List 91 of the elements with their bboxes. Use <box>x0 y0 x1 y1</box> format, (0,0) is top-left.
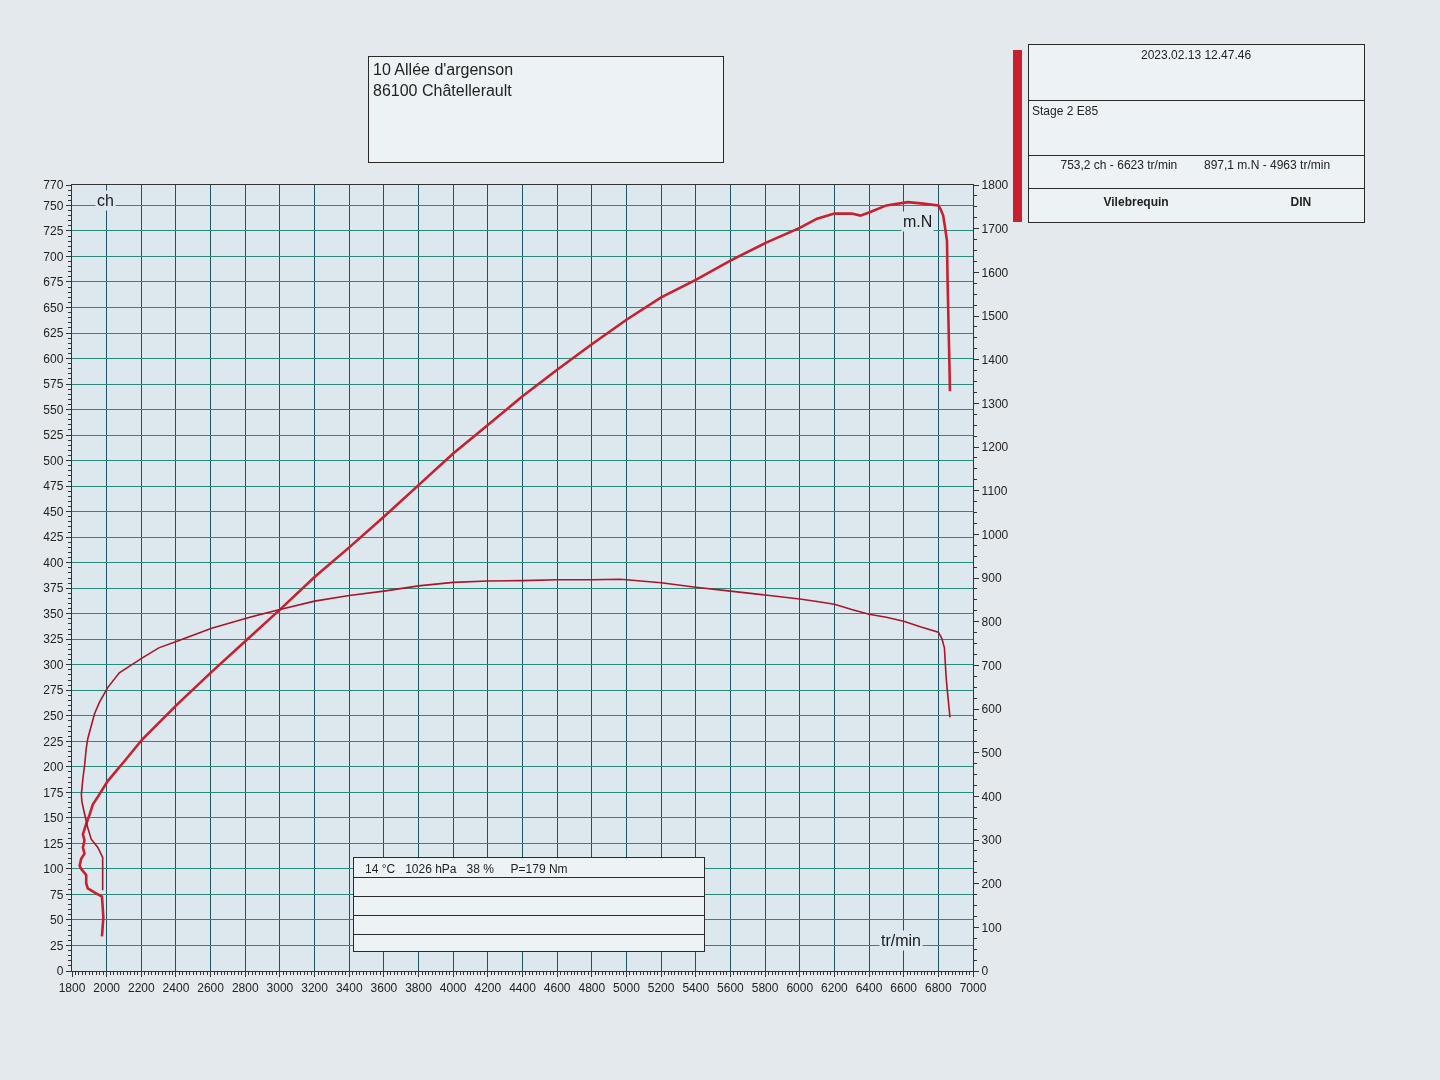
y2-tick-label: 1600 <box>981 265 1009 280</box>
y-tick-label: 175 <box>43 785 64 800</box>
y2-tick-label: 1300 <box>981 396 1009 411</box>
y-tick-label: 200 <box>43 760 64 775</box>
y2-tick-label: 300 <box>981 833 1002 848</box>
y-tick-label: 350 <box>43 606 64 621</box>
y-tick-label: 300 <box>43 657 64 672</box>
text: Vilebrequin <box>1103 195 1169 210</box>
x-tick-label: 5600 <box>717 980 745 995</box>
x-axis-title: tr/min <box>881 932 921 949</box>
y2-tick-label: 0 <box>981 964 989 979</box>
y2-tick-label: 200 <box>981 876 1002 891</box>
y-tick-label: 650 <box>43 300 64 315</box>
y-tick-label: 575 <box>43 377 64 392</box>
x-tick-label: 3800 <box>405 980 433 995</box>
y2-tick-label: 900 <box>981 571 1002 586</box>
text: Stage 2 E85 <box>1032 104 1099 119</box>
y-tick-label: 275 <box>43 683 64 698</box>
y-tick-label: 50 <box>50 913 64 928</box>
y-tick-label: 700 <box>43 249 64 264</box>
y-tick-label: 675 <box>43 275 64 290</box>
text: 897,1 m.N - 4963 tr/min <box>1204 158 1331 173</box>
y-tick-label: 75 <box>50 887 64 902</box>
x-tick-label: 4400 <box>509 980 537 995</box>
y-tick-label: 770 <box>43 178 64 193</box>
y2-tick-label: 400 <box>981 789 1002 804</box>
y2-tick-label: 1000 <box>981 527 1009 542</box>
y-tick-label: 550 <box>43 402 64 417</box>
y2-tick-label: 100 <box>981 920 1002 935</box>
x-tick-label: 6600 <box>890 980 918 995</box>
y-tick-label: 250 <box>43 709 64 724</box>
y2-tick-label: 1700 <box>981 221 1009 236</box>
y-tick-label: 475 <box>43 479 64 494</box>
x-tick-label: 4000 <box>439 980 467 995</box>
x-tick-label: 5800 <box>751 980 779 995</box>
y-tick-label: 400 <box>43 555 64 570</box>
y2-tick-label: 800 <box>981 614 1002 629</box>
x-tick-label: 5400 <box>682 980 710 995</box>
y-tick-label: 375 <box>43 581 64 596</box>
y2-tick-label: 700 <box>981 658 1002 673</box>
x-tick-label: 2400 <box>162 980 190 995</box>
y-tick-label: 100 <box>43 862 64 877</box>
y-tick-label: 25 <box>50 938 64 953</box>
y-axis-title: ch <box>97 192 114 209</box>
x-tick-label: 5200 <box>647 980 675 995</box>
y2-tick-label: 500 <box>981 745 1002 760</box>
text: 2023.02.13 12.47.46 <box>1141 48 1252 63</box>
y2-tick-label: 600 <box>981 702 1002 717</box>
text: 86100 Châtellerault <box>373 81 512 101</box>
text: DIN <box>1290 195 1312 210</box>
annotation: 14 °C 1026 hPa 38 % P=179 Nm <box>365 862 568 877</box>
x-tick-label: 2800 <box>231 980 259 995</box>
y-tick-label: 725 <box>43 224 64 239</box>
y2-axis-title: m.N <box>903 213 933 230</box>
y2-tick-label: 1800 <box>981 178 1009 193</box>
y2-tick-label: 1500 <box>981 309 1009 324</box>
x-tick-label: 3000 <box>266 980 294 995</box>
x-tick-label: 6800 <box>925 980 953 995</box>
x-tick-label: 2600 <box>197 980 225 995</box>
x-tick-label: 2200 <box>127 980 155 995</box>
x-tick-label: 7000 <box>959 980 987 995</box>
y-tick-label: 425 <box>43 530 64 545</box>
line-series <box>80 578 951 892</box>
y-tick-label: 225 <box>43 734 64 749</box>
y-tick-label: 125 <box>43 836 64 851</box>
y-tick-label: 450 <box>43 504 64 519</box>
x-tick-label: 2000 <box>93 980 121 995</box>
x-tick-label: 4200 <box>474 980 502 995</box>
x-tick-label: 1800 <box>58 980 86 995</box>
y-tick-label: 600 <box>43 351 64 366</box>
y-tick-label: 750 <box>43 198 64 213</box>
y-tick-label: 500 <box>43 453 64 468</box>
y2-tick-label: 1400 <box>981 352 1009 367</box>
y-tick-label: 625 <box>43 326 64 341</box>
y-tick-label: 525 <box>43 428 64 443</box>
x-tick-label: 4800 <box>578 980 606 995</box>
x-tick-label: 5000 <box>613 980 641 995</box>
x-tick-label: 4600 <box>543 980 571 995</box>
x-tick-label: 6400 <box>855 980 883 995</box>
y-tick-label: 150 <box>43 811 64 826</box>
text: 753,2 ch - 6623 tr/min <box>1060 158 1178 173</box>
x-tick-label: 6200 <box>821 980 849 995</box>
y2-tick-label: 1200 <box>981 440 1009 455</box>
x-tick-label: 3600 <box>370 980 398 995</box>
x-tick-label: 3200 <box>301 980 329 995</box>
x-tick-label: 3400 <box>335 980 363 995</box>
y2-tick-label: 1100 <box>981 483 1008 498</box>
text: 10 Allée d'argenson <box>373 60 514 80</box>
y-tick-label: 0 <box>56 964 64 979</box>
y-tick-label: 325 <box>43 632 64 647</box>
x-tick-label: 6000 <box>786 980 814 995</box>
